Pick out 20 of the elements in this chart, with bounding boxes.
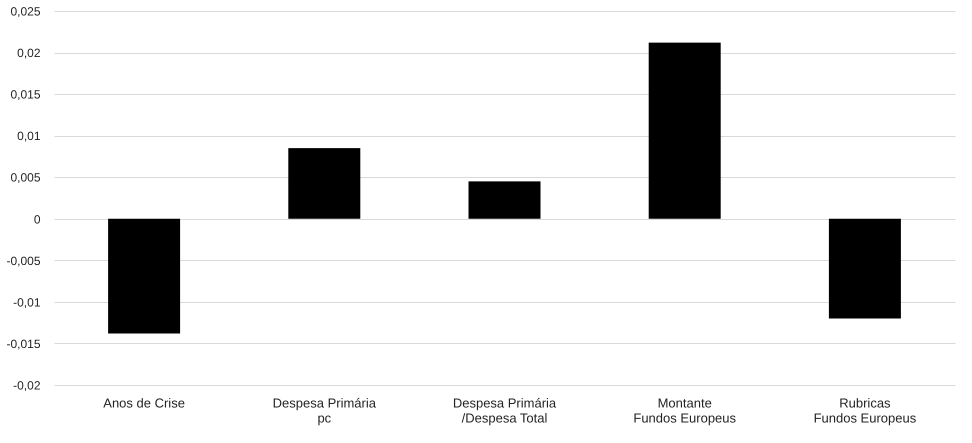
y-tick-label: 0,005	[10, 170, 41, 185]
x-tick-label: Rubricas Fundos Europeus	[814, 396, 917, 426]
y-tick-label: 0,01	[17, 129, 41, 144]
bar	[828, 218, 901, 319]
x-tick-label: Despesa Primária /Despesa Total	[452, 396, 557, 426]
x-tick-label: Montante Fundos Europeus	[633, 396, 737, 426]
y-tick-label: 0,02	[17, 46, 41, 60]
y-tick-label: 0,015	[10, 88, 41, 102]
x-tick-label: Anos de Crise	[103, 396, 185, 410]
y-tick-label: -0,01	[13, 295, 41, 310]
bar	[468, 181, 540, 219]
y-tick-label: -0,015	[6, 336, 41, 351]
y-tick-label: 0	[34, 212, 41, 226]
bar	[648, 42, 721, 219]
y-tick-label: -0,005	[6, 254, 41, 268]
y-tick-label: -0,02	[13, 378, 41, 392]
x-tick-label: Despesa Primária pc	[272, 396, 377, 426]
y-tick-label: 0,025	[10, 4, 41, 18]
bar	[108, 218, 180, 334]
bar	[288, 148, 360, 219]
